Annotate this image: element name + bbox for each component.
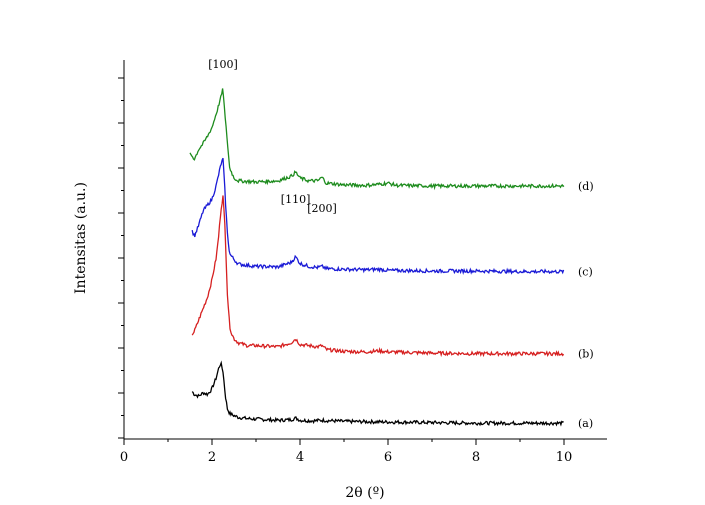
series-line-d <box>189 88 565 191</box>
peak-annotations: [100] [110][200] <box>208 58 337 215</box>
series-line-c <box>191 157 565 276</box>
x-tick-label: 10 <box>556 450 573 465</box>
series-group <box>189 88 565 427</box>
series-label-d: (d) <box>578 180 594 193</box>
series-label-c: (c) <box>578 266 593 279</box>
series-line-b <box>191 195 565 358</box>
plot-frame <box>123 60 607 440</box>
peak-label: [100] <box>208 58 238 71</box>
x-tick-label: 6 <box>384 450 392 465</box>
series-line-a <box>191 360 564 427</box>
peak-label: [110] <box>281 193 311 206</box>
series-labels: (a) (b) (c) (d) <box>578 180 594 430</box>
x-tick-label: 4 <box>296 450 304 465</box>
x-axis: 0 2 4 6 8 10 <box>120 439 572 465</box>
y-axis-label: Intensitas (a.u.) <box>73 182 89 294</box>
y-axis <box>118 77 124 439</box>
series-label-a: (a) <box>578 417 593 430</box>
series-label-b: (b) <box>578 348 594 361</box>
x-tick-label: 8 <box>472 450 480 465</box>
x-axis-label: 2θ (º) <box>345 485 384 501</box>
x-tick-label: 0 <box>120 450 128 465</box>
x-tick-label: 2 <box>208 450 216 465</box>
peak-label: [200] <box>307 202 337 215</box>
